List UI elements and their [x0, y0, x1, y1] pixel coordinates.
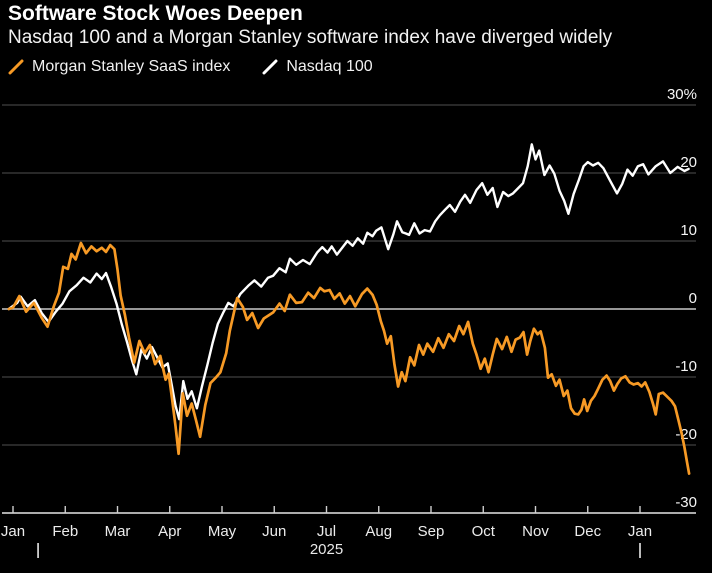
saas-series-swatch-icon	[8, 59, 24, 75]
chart-subtitle: Nasdaq 100 and a Morgan Stanley software…	[8, 27, 613, 48]
legend-item-nasdaq: Nasdaq 100	[262, 58, 373, 76]
chart-title: Software Stock Woes Deepen	[8, 2, 303, 25]
x-axis-tick-label: Oct	[472, 523, 496, 540]
x-axis-tick-label: Apr	[158, 523, 181, 540]
y-axis-tick-label: 10	[680, 222, 697, 239]
x-axis-tick-label: Sep	[418, 523, 445, 540]
x-axis-tick-label: Jan	[628, 523, 652, 540]
x-axis-tick-label: Feb	[52, 523, 78, 540]
x-axis-tick-label: Dec	[574, 523, 601, 540]
legend-label-nasdaq: Nasdaq 100	[286, 58, 373, 75]
legend-label-saas: Morgan Stanley SaaS index	[32, 58, 231, 75]
y-axis-tick-label: -30	[675, 494, 697, 511]
x-axis-tick-label: Nov	[522, 523, 549, 540]
y-axis-tick-label: 0	[689, 290, 697, 307]
x-axis-tick-label: Jul	[317, 523, 336, 540]
nasdaq-series-swatch-icon	[262, 59, 278, 75]
chart-legend: Morgan Stanley SaaS index Nasdaq 100	[8, 58, 373, 76]
x-axis-tick-label: May	[208, 523, 237, 540]
nasdaq-series-line	[7, 143, 690, 421]
y-axis-tick-label: -20	[675, 426, 697, 443]
x-axis-tick-label: Mar	[105, 523, 131, 540]
y-axis-tick-label: 20	[680, 154, 697, 171]
x-axis-tick-label: Jan	[1, 523, 25, 540]
legend-item-saas: Morgan Stanley SaaS index	[8, 58, 230, 76]
x-axis-tick-label: Jun	[262, 523, 286, 540]
saas-series-line	[7, 241, 691, 475]
x-axis-tick-label: Aug	[365, 523, 392, 540]
y-axis-tick-label: -10	[675, 358, 697, 375]
y-axis-tick-label: 30%	[667, 86, 697, 103]
year-label: 2025	[310, 541, 343, 558]
